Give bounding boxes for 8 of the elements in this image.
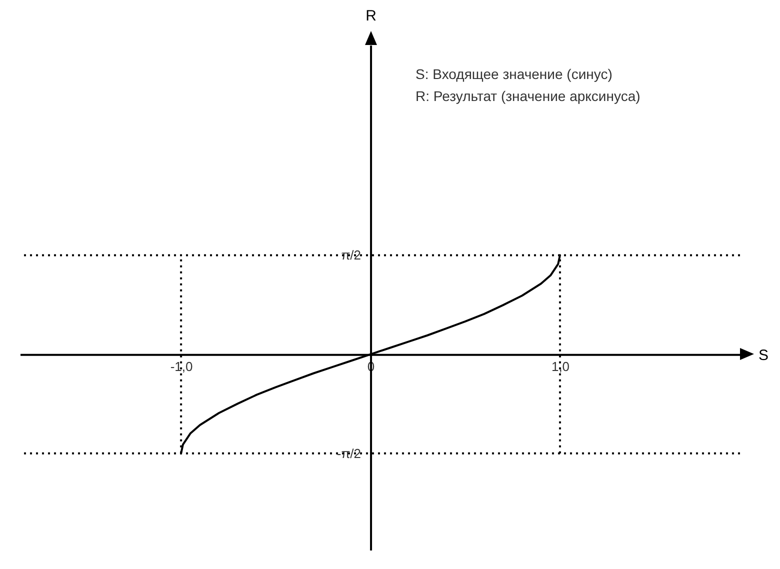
y-tick-label: -π/2	[336, 446, 362, 461]
x-tick-label: -1,0	[170, 358, 193, 374]
y-axis-title: R	[366, 8, 377, 24]
annotation: R: Результат (значение арксинуса)	[416, 88, 640, 104]
x-tick-label: 1,0	[551, 358, 570, 374]
y-tick-label: π/2	[341, 248, 362, 263]
annotation: S: Входящее значение (синус)	[416, 66, 612, 82]
x-axis-title: S	[758, 346, 769, 364]
